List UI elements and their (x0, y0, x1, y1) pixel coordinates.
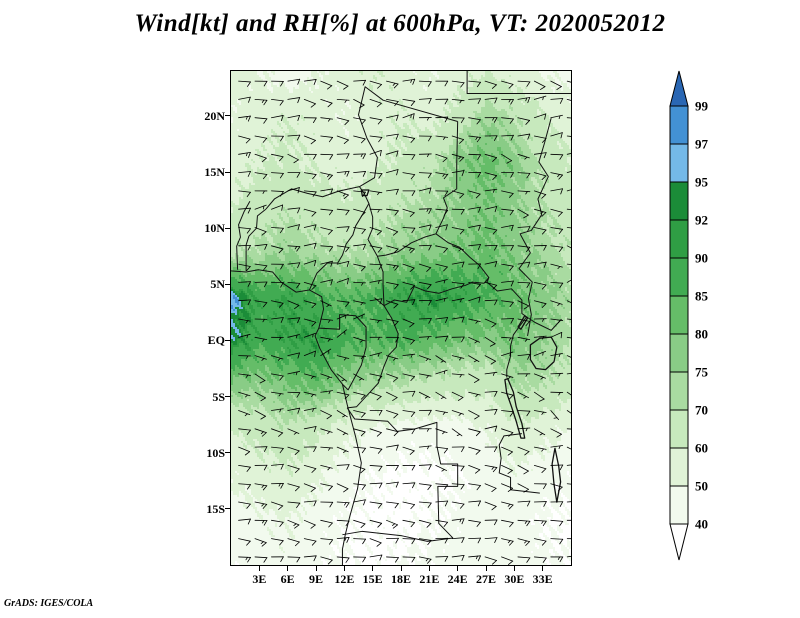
colorbar-label: 95 (695, 175, 709, 190)
plot-title: Wind[kt] and RH[%] at 600hPa, VT: 202005… (134, 10, 666, 37)
lon-tick-label: 33E (532, 572, 553, 586)
colorbar-label: 40 (695, 517, 708, 532)
lat-tick-mark (225, 396, 230, 398)
lat-tick-label: 15S (206, 501, 225, 516)
lon-tick-label: 9E (308, 572, 323, 586)
lat-tick-label: 5N (210, 277, 225, 292)
lat-tick-mark (225, 508, 230, 510)
lon-tick-label: 18E (390, 572, 411, 586)
lon-tick-mark (372, 566, 374, 571)
lon-tick-mark (258, 566, 260, 571)
lon-tick-label: 15E (362, 572, 383, 586)
lat-tick-mark (225, 283, 230, 285)
colorbar-label: 80 (695, 327, 708, 342)
lon-tick-mark (485, 566, 487, 571)
colorbar-label: 85 (695, 289, 709, 304)
lat-tick-mark (225, 227, 230, 229)
lon-tick-label: 27E (475, 572, 496, 586)
lon-tick-mark (513, 566, 515, 571)
colorbar-label: 50 (695, 479, 708, 494)
lat-tick-mark (225, 115, 230, 117)
lat-tick-label: 5S (212, 389, 225, 404)
lat-tick-mark (225, 339, 230, 341)
lat-tick-label: EQ (207, 333, 225, 348)
lat-tick-mark (225, 452, 230, 454)
lat-tick-label: 15N (204, 165, 225, 180)
lon-tick-mark (428, 566, 430, 571)
colorbar: 99 97 95 92 90 85 80 75 70 60 50 40 (669, 70, 709, 561)
lon-tick-label: 12E (334, 572, 355, 586)
map-area: 20N 15N 10N 5N EQ 5S 10S 15S 3E 6E 9E 12E 15E 18E 21E 2… (204, 70, 572, 585)
colorbar-label: 99 (695, 99, 709, 114)
lat-tick-label: 10N (204, 221, 225, 236)
lon-tick-mark (400, 566, 402, 571)
lon-tick-mark (542, 566, 544, 571)
lat-tick-mark (225, 171, 230, 173)
lon-tick-label: 6E (280, 572, 295, 586)
map-canvas (231, 71, 571, 565)
colorbar-label: 97 (695, 137, 709, 152)
colorbar-label: 90 (695, 251, 708, 266)
lon-tick-mark (457, 566, 459, 571)
lat-tick-label: 20N (204, 108, 225, 123)
colorbar-label: 60 (695, 441, 708, 456)
lon-tick-label: 24E (447, 572, 468, 586)
lon-tick-label: 30E (504, 572, 525, 586)
credit-text: GrADS: IGES/COLA (4, 598, 94, 609)
colorbar-label: 75 (695, 365, 709, 380)
lon-tick-mark (343, 566, 345, 571)
lon-tick-mark (287, 566, 289, 571)
lon-tick-label: 21E (419, 572, 440, 586)
colorbar-label: 70 (695, 403, 708, 418)
colorbar-label: 92 (695, 213, 708, 228)
lon-tick-mark (315, 566, 317, 571)
lon-tick-label: 3E (252, 572, 267, 586)
lat-tick-label: 10S (206, 445, 225, 460)
